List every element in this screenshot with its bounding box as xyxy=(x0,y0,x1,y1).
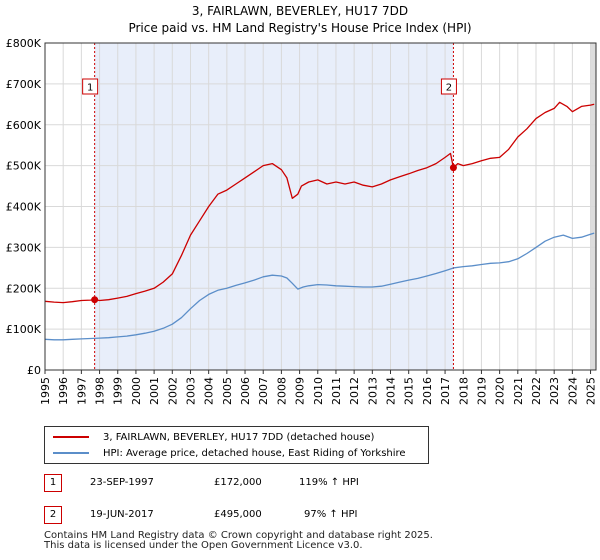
y-tick-label: £300K xyxy=(6,241,42,254)
x-tick-label: 2022 xyxy=(530,377,543,405)
x-tick-label: 2012 xyxy=(348,377,361,405)
sale-point xyxy=(91,296,99,304)
x-tick-label: 2014 xyxy=(385,377,398,405)
y-tick-label: £100K xyxy=(6,323,42,336)
x-tick-label: 2020 xyxy=(494,377,507,405)
x-tick-label: 2000 xyxy=(130,377,143,405)
y-tick-label: £400K xyxy=(6,201,42,214)
annotation-label: 2 xyxy=(446,83,452,94)
sale-point xyxy=(449,164,457,172)
x-tick-label: 1996 xyxy=(57,377,70,405)
chart-subtitle: Price paid vs. HM Land Registry's House … xyxy=(128,21,472,35)
x-tick-label: 2021 xyxy=(512,377,525,405)
legend-swatch-property xyxy=(53,436,89,438)
y-tick-label: £0 xyxy=(27,364,41,377)
x-tick-label: 2015 xyxy=(403,377,416,405)
x-tick-label: 2003 xyxy=(184,377,197,405)
transaction-hpi: 97% ↑ HPI xyxy=(304,509,358,520)
hpi-line xyxy=(44,232,595,341)
chart-title: 3, FAIRLAWN, BEVERLEY, HU17 7DD xyxy=(191,4,409,18)
y-tick-label: £800K xyxy=(6,37,42,50)
x-tick-label: 2002 xyxy=(166,377,179,405)
plot-frame xyxy=(44,42,597,371)
x-tick-label: 2007 xyxy=(257,377,270,405)
x-tick-label: 2013 xyxy=(366,377,379,405)
x-tick-label: 2024 xyxy=(566,377,579,405)
x-tick-label: 2009 xyxy=(294,377,307,405)
x-tick-label: 2019 xyxy=(475,377,488,405)
footer-line-1: Contains HM Land Registry data © Crown c… xyxy=(44,530,433,541)
x-tick-label: 2025 xyxy=(585,377,598,405)
y-tick-label: £200K xyxy=(6,282,42,295)
transaction-marker-badge: 1 xyxy=(44,474,62,492)
x-tick-label: 2008 xyxy=(275,377,288,405)
transaction-date: 19-JUN-2017 xyxy=(90,509,154,520)
x-tick-label: 2006 xyxy=(239,377,252,405)
legend-label-property: 3, FAIRLAWN, BEVERLEY, HU17 7DD (detache… xyxy=(103,431,375,443)
legend-item-hpi: HPI: Average price, detached house, East… xyxy=(53,446,406,460)
x-tick-label: 2001 xyxy=(148,377,161,405)
x-tick-label: 2004 xyxy=(203,377,216,405)
x-tick-label: 1999 xyxy=(112,377,125,405)
footer-note: Contains HM Land Registry data © Crown c… xyxy=(44,531,433,551)
y-tick-label: £600K xyxy=(6,119,42,132)
y-tick-label: £700K xyxy=(6,78,42,91)
annotation-label: 1 xyxy=(87,83,93,94)
transaction-row: 2 19-JUN-2017 £495,000 97% ↑ HPI xyxy=(44,506,444,524)
transaction-row: 1 23-SEP-1997 £172,000 119% ↑ HPI xyxy=(44,474,444,492)
x-tick-label: 2017 xyxy=(439,377,452,405)
x-tick-label: 2018 xyxy=(457,377,470,405)
x-tick-label: 2023 xyxy=(548,377,561,405)
x-tick-label: 1997 xyxy=(75,377,88,405)
annotation-badge xyxy=(440,78,457,95)
x-tick-label: 2011 xyxy=(330,377,343,405)
x-tick-label: 1998 xyxy=(94,377,107,405)
x-tick-label: 2005 xyxy=(221,377,234,405)
transaction-marker-badge: 2 xyxy=(44,506,62,524)
legend-label-hpi: HPI: Average price, detached house, East… xyxy=(103,447,406,459)
legend-item-property: 3, FAIRLAWN, BEVERLEY, HU17 7DD (detache… xyxy=(53,430,374,444)
legend-swatch-hpi xyxy=(53,452,89,454)
transaction-price: £495,000 xyxy=(214,509,262,520)
x-tick-label: 1995 xyxy=(39,377,52,405)
property-price-line xyxy=(44,101,595,304)
legend: 3, FAIRLAWN, BEVERLEY, HU17 7DD (detache… xyxy=(44,426,429,464)
transaction-date: 23-SEP-1997 xyxy=(90,477,154,488)
annotation-badge xyxy=(82,78,99,95)
price-chart: £0 £100K £200K £300K £400K £500K £600K £700K £80… xyxy=(6,37,598,405)
x-tick-label: 2016 xyxy=(421,377,434,405)
footer-line-2: This data is licensed under the Open Gov… xyxy=(44,540,363,551)
transaction-hpi: 119% ↑ HPI xyxy=(299,477,359,488)
transaction-price: £172,000 xyxy=(214,477,262,488)
y-tick-label: £500K xyxy=(6,160,42,173)
x-tick-label: 2010 xyxy=(312,377,325,405)
